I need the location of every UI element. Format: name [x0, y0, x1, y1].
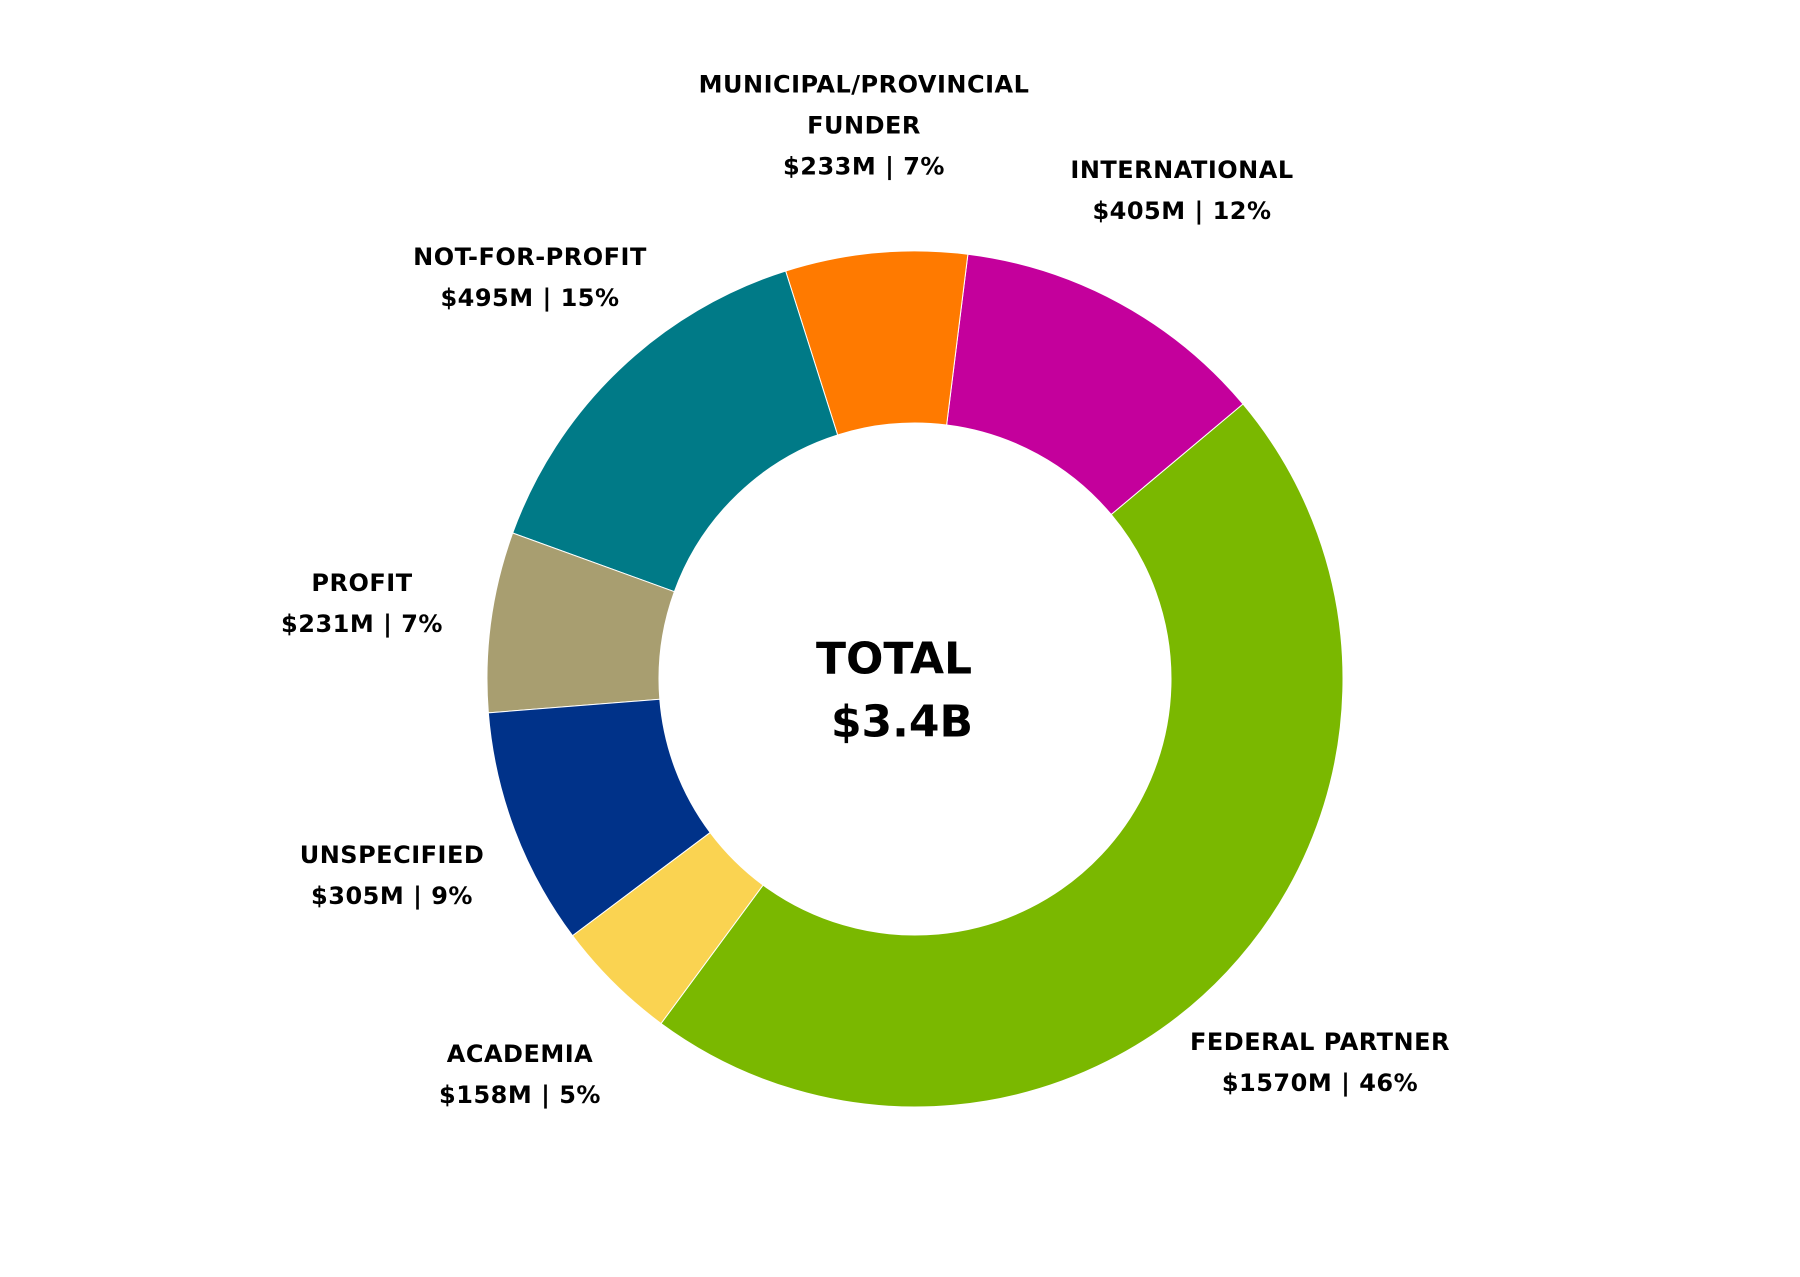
slice-federal-partner — [660, 403, 1344, 1108]
slice-value: $1570M | 46% — [1221, 1069, 1419, 1097]
label-not-for-profit: NOT-FOR-PROFIT $495M | 15% — [413, 237, 647, 319]
slice-name: ACADEMIA — [446, 1040, 594, 1068]
total-title: TOTAL — [815, 633, 973, 685]
slice-name: FEDERAL PARTNER — [1189, 1028, 1451, 1056]
slice-name: PROFIT — [311, 569, 413, 597]
slice-value: $305M | 9% — [311, 882, 473, 910]
slice-name: MUNICIPAL/PROVINCIAL FUNDER — [698, 70, 1030, 140]
label-profit: PROFIT $231M | 7% — [281, 563, 443, 645]
slice-name: INTERNATIONAL — [1070, 156, 1294, 184]
slice-name: NOT-FOR-PROFIT — [413, 243, 647, 271]
label-municipal-provincial: MUNICIPAL/PROVINCIAL FUNDER $233M | 7% — [654, 65, 1074, 188]
slice-not-for-profit — [512, 270, 839, 593]
slice-value: $158M | 5% — [439, 1081, 601, 1109]
label-international: INTERNATIONAL $405M | 12% — [1070, 150, 1293, 232]
slice-value: $231M | 7% — [281, 610, 443, 638]
total-value: $3.4B — [830, 696, 974, 748]
slice-value: $495M | 15% — [440, 284, 620, 312]
label-unspecified: UNSPECIFIED $305M | 9% — [300, 835, 485, 917]
label-academia: ACADEMIA $158M | 5% — [439, 1034, 601, 1116]
slice-name: UNSPECIFIED — [299, 841, 485, 869]
slice-academia — [571, 831, 764, 1025]
label-federal-partner: FEDERAL PARTNER $1570M | 46% — [1190, 1022, 1450, 1104]
slice-value: $405M | 12% — [1092, 197, 1272, 225]
slice-value: $233M | 7% — [783, 152, 945, 181]
